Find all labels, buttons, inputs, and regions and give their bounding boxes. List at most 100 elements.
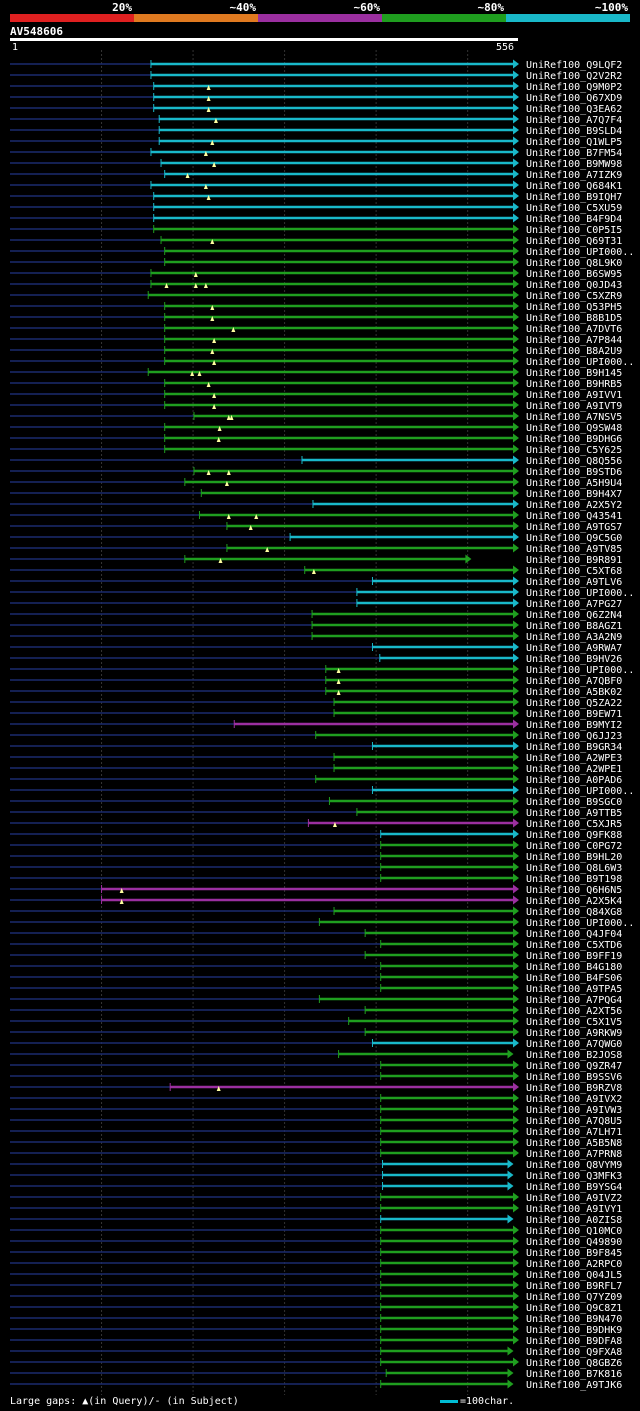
- hit-arrow: [513, 521, 519, 531]
- hit-arrow: [513, 752, 519, 762]
- hit-arrow: [513, 950, 519, 960]
- query-gap-marker: [197, 371, 202, 376]
- hit-arrow: [513, 1115, 519, 1125]
- query-gap-marker: [119, 899, 124, 904]
- hit-label: UniRef100_B8AGZ1: [526, 621, 622, 632]
- hit-arrow: [513, 730, 519, 740]
- hit-label: UniRef100_A2X5K4: [526, 896, 622, 907]
- hit-label: UniRef100_A9IVZ2: [526, 1193, 622, 1204]
- hit-arrow: [513, 961, 519, 971]
- query-gap-marker: [217, 426, 222, 431]
- hit-arrow: [513, 697, 519, 707]
- hit-label: UniRef100_A7PG27: [526, 599, 622, 610]
- query-gap-marker: [212, 338, 217, 343]
- hit-label: UniRef100_A7LH71: [526, 1127, 622, 1138]
- query-gap-marker: [203, 184, 208, 189]
- hit-label: UniRef100_Q8L6W3: [526, 863, 622, 874]
- hit-arrow: [513, 1302, 519, 1312]
- hit-label: UniRef100_B9DHG6: [526, 434, 622, 445]
- query-gap-marker: [212, 404, 217, 409]
- hit-arrow: [513, 719, 519, 729]
- hit-arrow: [513, 345, 519, 355]
- hit-label: UniRef100_A9TPA5: [526, 984, 622, 995]
- legend-segment-4: [506, 14, 630, 22]
- hit-label: UniRef100_Q9C5G0: [526, 533, 622, 544]
- hit-label: UniRef100_C5XTD6: [526, 940, 622, 951]
- hit-label: UniRef100_A9RWA7: [526, 643, 622, 654]
- hit-arrow: [513, 444, 519, 454]
- hit-label: UniRef100_C5X1V5: [526, 1017, 622, 1028]
- hit-label: UniRef100_B9H4X7: [526, 489, 622, 500]
- hit-arrow: [513, 532, 519, 542]
- hit-arrow: [513, 587, 519, 597]
- hit-label: UniRef100_C5XZR9: [526, 291, 622, 302]
- hit-label: UniRef100_A9TLV6: [526, 577, 622, 588]
- hit-label: UniRef100_B6SW95: [526, 269, 622, 280]
- hit-arrow: [513, 235, 519, 245]
- hit-arrow: [513, 1192, 519, 1202]
- hit-label: UniRef100_B9T198: [526, 874, 622, 885]
- hit-label: UniRef100_Q5ZA22: [526, 698, 622, 709]
- hit-label: UniRef100_Q9C8Z1: [526, 1303, 622, 1314]
- hit-arrow: [513, 906, 519, 916]
- hit-label: UniRef100_C0P5I5: [526, 225, 622, 236]
- hit-arrow: [513, 1093, 519, 1103]
- hit-label: UniRef100_Q43541: [526, 511, 622, 522]
- hit-arrow: [513, 213, 519, 223]
- hit-arrow: [513, 400, 519, 410]
- hit-label: UniRef100_C5XT68: [526, 566, 622, 577]
- query-gap-marker: [212, 393, 217, 398]
- hit-arrow: [513, 796, 519, 806]
- query-gap-marker: [213, 118, 218, 123]
- hit-label: UniRef100_UPI000..: [526, 588, 634, 599]
- hit-arrow: [513, 884, 519, 894]
- hit-label: UniRef100_B9DFA8: [526, 1336, 622, 1347]
- hit-arrow: [513, 1313, 519, 1323]
- query-gap-marker: [332, 822, 337, 827]
- hit-label: UniRef100_B9RFL7: [526, 1281, 622, 1292]
- hit-arrow: [513, 873, 519, 883]
- query-gap-marker: [206, 195, 211, 200]
- query-gap-marker: [210, 305, 215, 310]
- scale-label: =100char.: [460, 1396, 515, 1407]
- hit-label: UniRef100_A2RPC0: [526, 1259, 622, 1270]
- hit-arrow: [513, 411, 519, 421]
- hit-label: UniRef100_A9TV85: [526, 544, 622, 555]
- query-gap-marker: [311, 569, 316, 574]
- hit-label: UniRef100_A7Q7F4: [526, 115, 622, 126]
- hit-label: UniRef100_C5Y625: [526, 445, 622, 456]
- hit-label: UniRef100_B9H145: [526, 368, 622, 379]
- hit-arrow: [513, 81, 519, 91]
- legend-segment-3: [382, 14, 506, 22]
- hit-arrow: [513, 543, 519, 553]
- hit-arrow: [513, 983, 519, 993]
- legend-segment-2: [258, 14, 382, 22]
- query-gap-marker: [206, 107, 211, 112]
- hit-arrow: [513, 565, 519, 575]
- query-gap-marker: [210, 140, 215, 145]
- hit-label: UniRef100_UPI000..: [526, 665, 634, 676]
- legend-segment-0: [10, 14, 134, 22]
- hit-label: UniRef100_A5BK02: [526, 687, 622, 698]
- hit-arrow: [513, 686, 519, 696]
- query-gap-marker: [190, 371, 195, 376]
- ruler-end-label: 556: [496, 42, 515, 53]
- query-gap-marker: [210, 239, 215, 244]
- hit-label: UniRef100_B9SLD4: [526, 126, 622, 137]
- hit-arrow: [513, 598, 519, 608]
- hit-arrow: [513, 1236, 519, 1246]
- hit-arrow: [513, 488, 519, 498]
- hit-arrow: [513, 1357, 519, 1367]
- hit-arrow: [507, 1379, 514, 1389]
- hit-arrow: [513, 785, 519, 795]
- query-gap-marker: [226, 415, 231, 420]
- hit-arrow: [513, 664, 519, 674]
- hit-label: UniRef100_B9SGC0: [526, 797, 622, 808]
- hit-arrow: [513, 840, 519, 850]
- hit-label: UniRef100_Q6H6N5: [526, 885, 622, 896]
- hit-label: UniRef100_Q84XG8: [526, 907, 622, 918]
- hit-label: UniRef100_C0PG72: [526, 841, 622, 852]
- hit-label: UniRef100_A7PQG4: [526, 995, 622, 1006]
- hit-arrow: [513, 169, 519, 179]
- hit-label: UniRef100_A9TGS7: [526, 522, 622, 533]
